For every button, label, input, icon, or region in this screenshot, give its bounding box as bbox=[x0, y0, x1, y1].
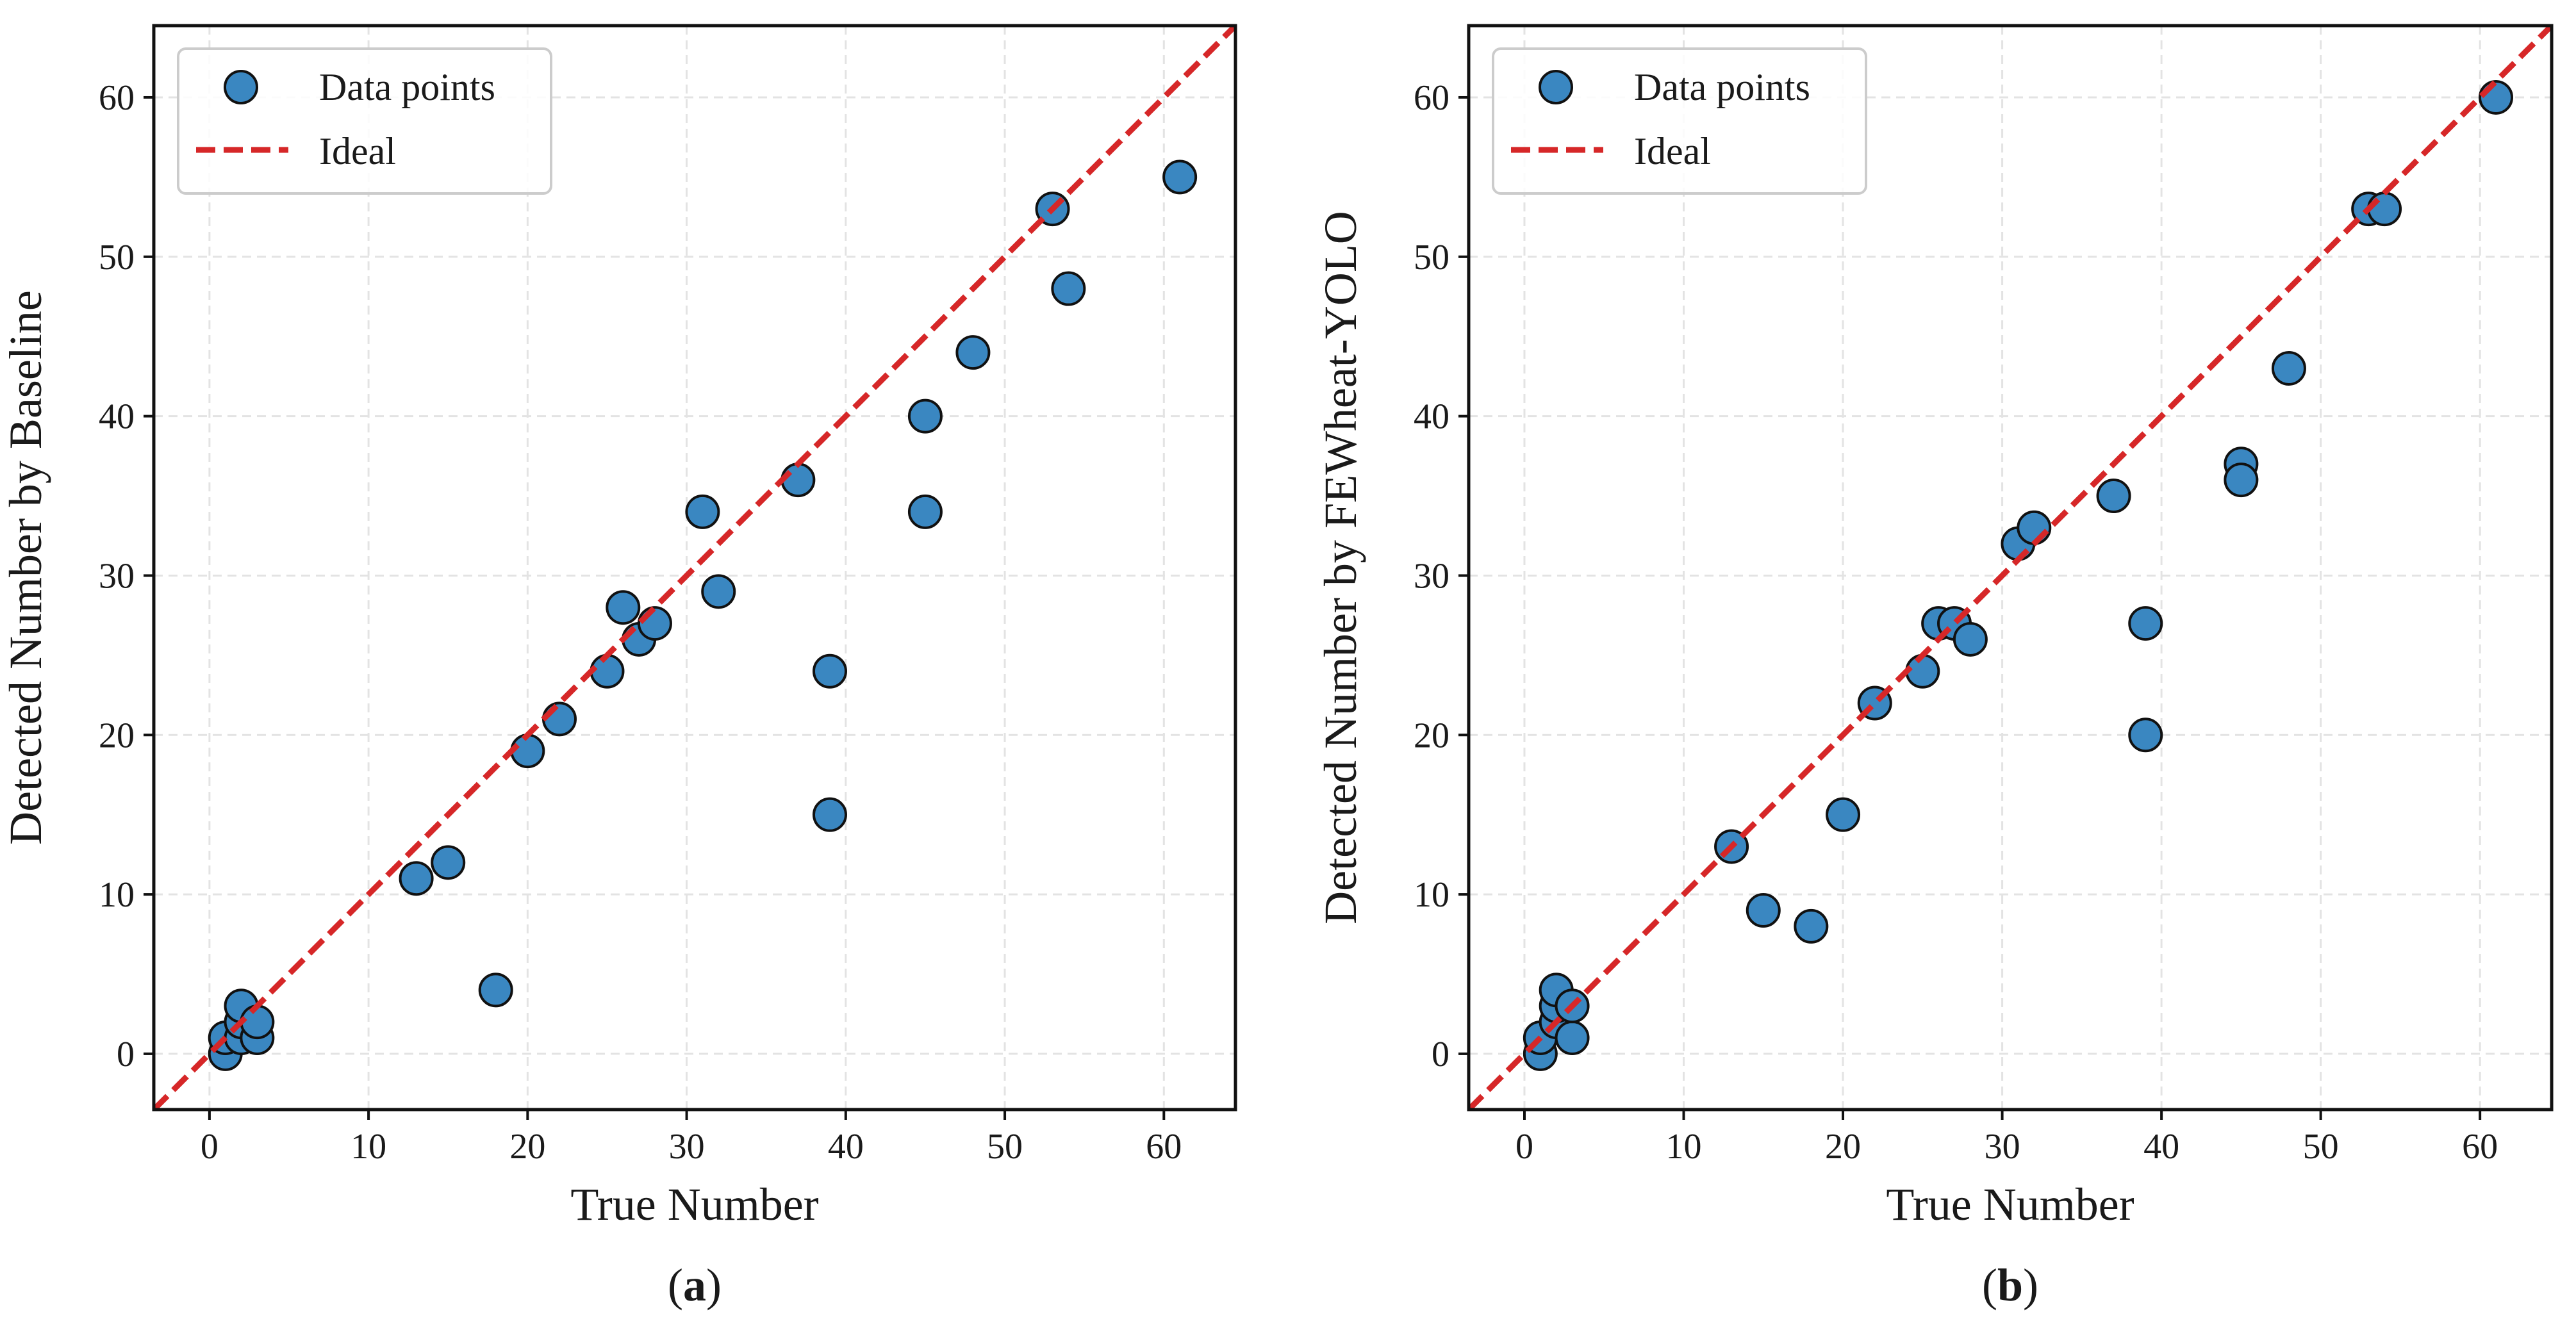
x-tick-label: 20 bbox=[1825, 1127, 1861, 1167]
y-tick-label: 30 bbox=[99, 556, 135, 596]
data-point bbox=[1162, 160, 1198, 195]
panel-caption: (a) bbox=[668, 1259, 722, 1311]
data-point bbox=[399, 861, 434, 896]
ideal-line bbox=[154, 26, 1235, 1110]
data-point bbox=[907, 494, 943, 529]
data-point bbox=[637, 606, 672, 641]
y-tick-label: 30 bbox=[1414, 556, 1449, 596]
data-point bbox=[542, 701, 577, 737]
data-point bbox=[2367, 192, 2402, 227]
x-tick-label: 20 bbox=[509, 1127, 545, 1167]
y-tick-label: 20 bbox=[1414, 716, 1449, 755]
y-tick-label: 10 bbox=[1414, 875, 1449, 915]
x-tick-label: 40 bbox=[828, 1127, 864, 1167]
legend-label-data-points: Data points bbox=[319, 66, 495, 108]
caption-paren-open: ( bbox=[668, 1259, 683, 1311]
caption-letter: a bbox=[683, 1259, 706, 1311]
caption-paren-close: ) bbox=[2023, 1259, 2038, 1311]
x-tick-label: 50 bbox=[2303, 1127, 2339, 1167]
x-tick-label: 10 bbox=[351, 1127, 386, 1167]
ticks: 0 10 20 30 40 50 60 0 10 20 30 40 50 60 bbox=[99, 78, 1182, 1167]
x-tick-label: 60 bbox=[2462, 1127, 2498, 1167]
x-axis-label: True Number bbox=[570, 1179, 818, 1230]
data-point bbox=[2224, 463, 2259, 498]
y-tick-label: 0 bbox=[117, 1035, 135, 1074]
x-tick-label: 60 bbox=[1146, 1127, 1182, 1167]
data-point bbox=[2096, 479, 2131, 514]
ideal-line bbox=[1469, 26, 2552, 1110]
data-point bbox=[813, 797, 847, 832]
data-point bbox=[1953, 621, 1988, 657]
data-point bbox=[813, 653, 847, 689]
data-point bbox=[2128, 606, 2163, 641]
x-tick-label: 50 bbox=[987, 1127, 1023, 1167]
data-point bbox=[1794, 908, 1829, 944]
axes-frame bbox=[1467, 24, 2554, 1111]
legend-label-ideal: Ideal bbox=[1634, 130, 1711, 172]
x-tick-label: 0 bbox=[201, 1127, 219, 1167]
data-point bbox=[1555, 1021, 1590, 1056]
data-points bbox=[208, 160, 1198, 1071]
y-axis-label: Detected Number by Baseline bbox=[0, 290, 51, 845]
data-point bbox=[1905, 653, 1940, 689]
x-tick-label: 10 bbox=[1666, 1127, 1702, 1167]
legend-box bbox=[177, 47, 552, 195]
y-tick-label: 20 bbox=[99, 716, 135, 755]
y-tick-label: 0 bbox=[1432, 1035, 1449, 1074]
y-tick-label: 50 bbox=[99, 238, 135, 277]
data-point bbox=[685, 494, 720, 529]
data-point bbox=[590, 653, 625, 689]
legend: Data points Ideal bbox=[177, 47, 552, 195]
data-point bbox=[431, 845, 466, 880]
y-tick-label: 60 bbox=[1414, 78, 1449, 118]
panels: 0 10 20 30 40 50 60 0 10 20 30 40 50 60 True Number Det… bbox=[0, 24, 2554, 1311]
data-point bbox=[1051, 271, 1086, 306]
data-point bbox=[478, 972, 513, 1008]
data-point bbox=[907, 398, 943, 434]
data-point bbox=[2479, 79, 2514, 115]
data-point bbox=[2128, 718, 2163, 753]
x-tick-label: 0 bbox=[1515, 1127, 1533, 1167]
data-point bbox=[780, 463, 816, 498]
data-point bbox=[240, 1005, 275, 1040]
legend: Data points Ideal bbox=[1492, 47, 1867, 195]
x-axis-label: True Number bbox=[1886, 1179, 2134, 1230]
legend-marker-data-points bbox=[224, 70, 258, 104]
legend-label-data-points: Data points bbox=[1634, 66, 1810, 108]
data-point bbox=[955, 335, 991, 370]
x-tick-label: 30 bbox=[1985, 1127, 2020, 1167]
data-point bbox=[510, 734, 545, 769]
grid-lines bbox=[1469, 26, 2552, 1110]
data-point bbox=[1826, 797, 1861, 832]
grid-lines bbox=[154, 26, 1235, 1110]
legend-marker-data-points bbox=[1539, 70, 1573, 104]
plot-area bbox=[154, 26, 1235, 1110]
chart-panel-a: 0 10 20 30 40 50 60 0 10 20 30 40 50 60 True Number Det… bbox=[0, 24, 1237, 1311]
y-tick-label: 60 bbox=[99, 78, 135, 118]
caption-paren-close: ) bbox=[706, 1259, 722, 1311]
y-tick-label: 50 bbox=[1414, 238, 1449, 277]
ticks: 0 10 20 30 40 50 60 0 10 20 30 40 50 60 bbox=[1414, 78, 2498, 1167]
data-point bbox=[606, 590, 641, 625]
data-point bbox=[701, 574, 736, 609]
x-tick-label: 40 bbox=[2143, 1127, 2179, 1167]
caption-paren-open: ( bbox=[1982, 1259, 1997, 1311]
plot-area bbox=[1469, 26, 2552, 1110]
y-tick-label: 10 bbox=[99, 875, 135, 915]
caption-letter: b bbox=[1997, 1259, 2023, 1311]
data-point bbox=[1746, 892, 1781, 928]
legend-box bbox=[1492, 47, 1867, 195]
axes-frame bbox=[152, 24, 1237, 1111]
y-tick-label: 40 bbox=[99, 397, 135, 437]
data-point bbox=[2017, 510, 2052, 545]
data-point bbox=[2271, 350, 2306, 386]
panel-caption: (b) bbox=[1982, 1259, 2038, 1311]
chart-panel-b: 0 10 20 30 40 50 60 0 10 20 30 40 50 60 True Number Det… bbox=[1315, 24, 2554, 1311]
y-axis-label: Detected Number by FEWheat-YOLO bbox=[1315, 211, 1366, 924]
y-tick-label: 40 bbox=[1414, 397, 1449, 437]
legend-label-ideal: Ideal bbox=[319, 130, 396, 172]
x-tick-label: 30 bbox=[669, 1127, 705, 1167]
